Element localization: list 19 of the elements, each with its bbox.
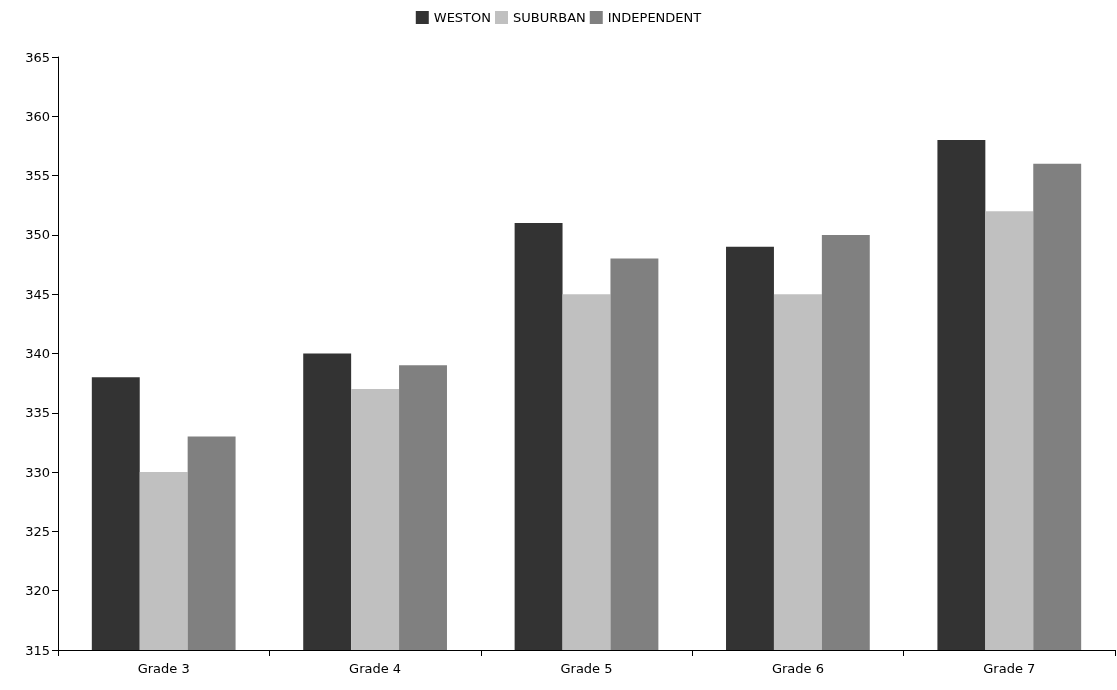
legend-label: INDEPENDENT xyxy=(607,10,702,25)
x-tick-label: Grade 5 xyxy=(560,661,613,676)
legend-label: SUBURBAN xyxy=(513,10,586,25)
x-tick-label: Grade 6 xyxy=(771,661,824,676)
y-tick-label: 325 xyxy=(25,523,50,539)
y-tick-label: 345 xyxy=(25,286,50,302)
y-tick-label: 340 xyxy=(25,346,50,361)
y-tick-label: 330 xyxy=(25,464,50,480)
y-tick-label: 355 xyxy=(25,168,50,184)
y-tick-label: 320 xyxy=(25,583,50,599)
x-tick-label: Grade 7 xyxy=(983,661,1036,676)
x-tick-label: Grade 4 xyxy=(349,661,402,676)
y-tick-label: 360 xyxy=(25,108,50,124)
y-tick-label: 335 xyxy=(25,405,50,421)
y-tick-label: 350 xyxy=(25,227,50,243)
y-tick-label: 365 xyxy=(25,49,50,65)
legend-label: WESTON xyxy=(433,10,491,25)
x-tick-label: Grade 3 xyxy=(137,661,190,676)
y-tick-label: 315 xyxy=(25,642,50,658)
